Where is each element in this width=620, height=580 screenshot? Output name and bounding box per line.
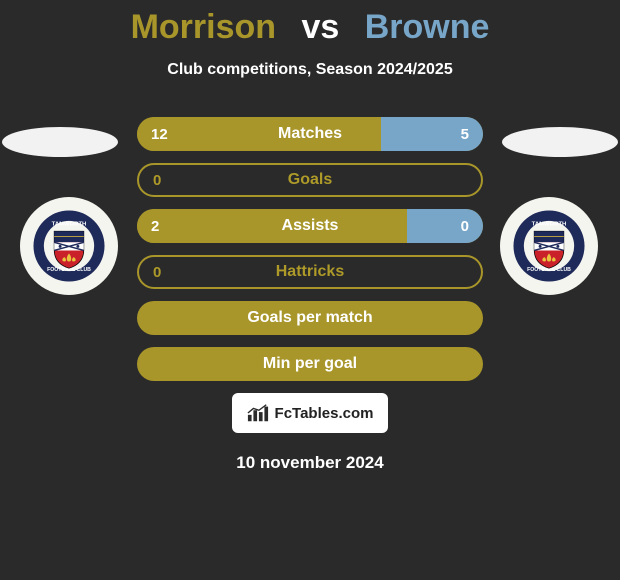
comparison-date: 10 november 2024	[0, 453, 620, 473]
stat-row: Min per goal	[137, 347, 483, 381]
stat-left-value: 0	[139, 257, 175, 287]
branding-badge: FcTables.com	[232, 393, 388, 433]
player1-name: Morrison	[131, 8, 276, 46]
stat-left-value: 12	[137, 117, 182, 151]
stat-label: Min per goal	[137, 347, 483, 381]
page-title: Morrison vs Browne	[0, 8, 620, 47]
stat-right-value: 0	[447, 209, 483, 243]
club-crest-icon: TAMWORTH FOOTBALL CLUB	[512, 209, 586, 283]
player2-name: Browne	[365, 8, 490, 46]
club-crest-icon: TAMWORTH FOOTBALL CLUB	[32, 209, 106, 283]
subtitle: Club competitions, Season 2024/2025	[0, 61, 620, 79]
branding-text: FcTables.com	[275, 405, 374, 422]
stat-row: Hattricks0	[137, 255, 483, 289]
stat-row: Assists20	[137, 209, 483, 243]
player2-club-crest: TAMWORTH FOOTBALL CLUB	[500, 197, 598, 295]
crest-top-text: TAMWORTH	[532, 221, 567, 227]
stat-label: Goals per match	[137, 301, 483, 335]
versus-text: vs	[301, 8, 339, 46]
player2-shadow-ellipse	[502, 127, 618, 157]
crest-top-text: TAMWORTH	[52, 221, 87, 227]
player1-shadow-ellipse	[2, 127, 118, 157]
stat-row: Goals per match	[137, 301, 483, 335]
stat-bars: Matches125Goals0Assists20Hattricks0Goals…	[137, 117, 483, 381]
comparison-stage: TAMWORTH FOOTBALL CLUB TAMWORTH FOOTBALL…	[0, 117, 620, 473]
stat-label: Goals	[139, 165, 481, 195]
player1-club-crest: TAMWORTH FOOTBALL CLUB	[20, 197, 118, 295]
stat-left-fill	[137, 209, 407, 243]
bars-logo-icon	[247, 403, 269, 423]
stat-left-value: 2	[137, 209, 173, 243]
stat-label: Hattricks	[139, 257, 481, 287]
stat-left-value: 0	[139, 165, 175, 195]
stat-row: Goals0	[137, 163, 483, 197]
comparison-card: Morrison vs Browne Club competitions, Se…	[0, 0, 620, 580]
stat-row: Matches125	[137, 117, 483, 151]
stat-right-value: 5	[447, 117, 483, 151]
